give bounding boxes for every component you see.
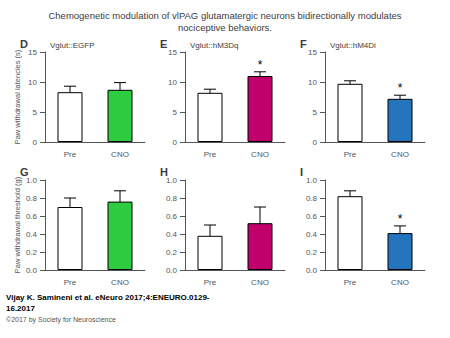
svg-text:0: 0 [33,138,38,147]
svg-text:0.4: 0.4 [306,230,318,239]
svg-text:0.2: 0.2 [306,248,318,257]
svg-text:Vglut::hM4Di: Vglut::hM4Di [330,41,376,50]
svg-text:Pre: Pre [64,278,77,287]
svg-text:0.6: 0.6 [166,212,178,221]
svg-text:©2017 by Society for Neuroscie: ©2017 by Society for Neuroscience [6,316,116,324]
svg-text:0.6: 0.6 [306,212,318,221]
svg-text:0.6: 0.6 [26,212,38,221]
svg-text:CNO: CNO [111,278,129,287]
svg-text:Pre: Pre [344,150,357,159]
svg-text:F: F [300,38,307,50]
svg-text:15: 15 [28,48,37,57]
svg-text:Pre: Pre [344,278,357,287]
svg-text:Vglut::EGFP: Vglut::EGFP [50,41,94,50]
svg-text:0.4: 0.4 [26,230,38,239]
svg-text:*: * [398,81,403,95]
svg-text:Pre: Pre [204,150,217,159]
svg-text:E: E [160,38,167,50]
svg-text:5: 5 [33,108,38,117]
svg-text:0: 0 [173,138,178,147]
svg-text:0.0: 0.0 [306,266,318,275]
svg-text:CNO: CNO [111,150,129,159]
svg-text:0.8: 0.8 [166,194,178,203]
svg-text:0.8: 0.8 [306,194,318,203]
svg-text:16.2017: 16.2017 [6,304,35,313]
svg-text:15: 15 [168,48,177,57]
svg-text:Vglut::hM3Dq: Vglut::hM3Dq [190,41,238,50]
svg-text:Vijay K. Samineni et al. eNeur: Vijay K. Samineni et al. eNeuro 2017;4:E… [6,293,210,302]
svg-text:0.0: 0.0 [166,266,178,275]
svg-text:CNO: CNO [251,278,269,287]
svg-text:Pre: Pre [204,278,217,287]
svg-text:nociceptive behaviors.: nociceptive behaviors. [178,22,272,33]
svg-text:Paw withdrawal threshold (g): Paw withdrawal threshold (g) [13,176,22,273]
svg-text:1.0: 1.0 [306,176,318,185]
svg-text:I: I [300,166,303,178]
svg-text:D: D [20,38,28,50]
svg-text:5: 5 [173,108,178,117]
svg-text:CNO: CNO [391,150,409,159]
svg-text:10: 10 [168,78,177,87]
svg-text:CNO: CNO [251,150,269,159]
svg-text:Paw withdrawal latencies (s): Paw withdrawal latencies (s) [13,49,22,144]
svg-text:*: * [258,58,263,72]
svg-text:G: G [20,166,29,178]
svg-text:1.0: 1.0 [25,175,37,185]
svg-text:Chemogenetic modulation of vlP: Chemogenetic modulation of vlPAG glutama… [48,10,401,21]
svg-text:CNO: CNO [391,278,409,287]
svg-text:0.8: 0.8 [26,194,38,203]
svg-text:5: 5 [313,108,318,117]
svg-text:0.0: 0.0 [26,266,38,275]
svg-text:0.4: 0.4 [166,230,178,239]
svg-text:0.2: 0.2 [26,248,38,257]
svg-text:0: 0 [313,138,318,147]
svg-text:10: 10 [28,78,37,87]
svg-text:Pre: Pre [64,150,77,159]
svg-text:10: 10 [308,78,317,87]
svg-text:0.2: 0.2 [166,248,178,257]
svg-text:*: * [398,212,403,226]
svg-text:H: H [160,166,168,178]
svg-text:1.0: 1.0 [165,175,177,185]
svg-text:15: 15 [308,48,317,57]
